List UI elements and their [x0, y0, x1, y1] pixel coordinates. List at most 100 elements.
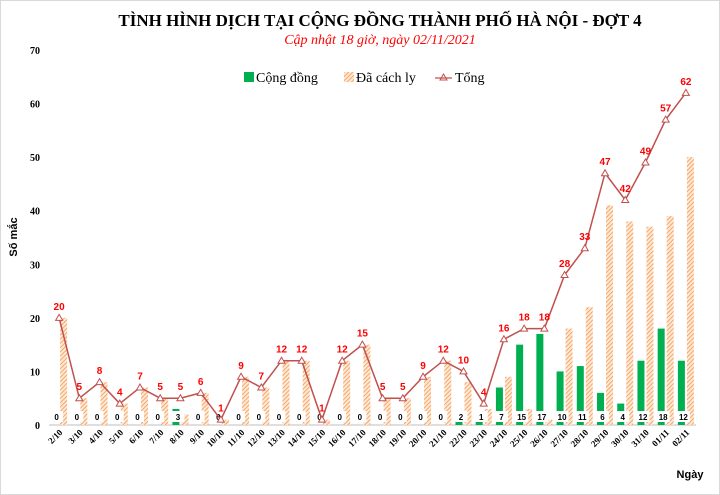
- x-tick-label: 25/10: [508, 427, 530, 449]
- bar-isolated: [424, 376, 432, 425]
- bar-community: [495, 387, 503, 425]
- community-data-label: 0: [257, 413, 262, 422]
- x-tick-label: 13/10: [265, 427, 287, 449]
- community-data-label: 0: [196, 413, 201, 422]
- total-data-label: 1: [218, 404, 224, 415]
- line-total: [58, 92, 687, 422]
- marker-total: [256, 383, 266, 391]
- marker-total: [398, 393, 408, 402]
- community-data-label: 0: [135, 413, 140, 422]
- community-label-bg: [575, 411, 589, 422]
- community-label-bg: [515, 411, 529, 422]
- y-tick-label: 30: [30, 260, 40, 271]
- community-data-label: 7: [499, 413, 504, 422]
- total-data-label: 20: [54, 302, 66, 313]
- community-label-bg: [333, 411, 347, 422]
- x-tick-label: 27/10: [548, 427, 570, 449]
- total-data-label: 1: [319, 404, 325, 415]
- bar-isolated: [484, 408, 492, 425]
- bar-isolated: [120, 403, 128, 425]
- x-tick-label: 15/10: [306, 427, 328, 449]
- total-data-label: 18: [519, 313, 531, 324]
- bar-isolated: [242, 376, 250, 425]
- y-tick-label: 50: [30, 153, 40, 164]
- y-tick-label: 20: [30, 314, 40, 325]
- bar-isolated: [686, 157, 694, 425]
- bar-isolated: [606, 205, 614, 425]
- community-label-bg: [151, 411, 165, 422]
- community-data-label: 15: [517, 413, 526, 422]
- bar-isolated: [545, 419, 553, 425]
- x-tick-label: 28/10: [569, 427, 591, 449]
- community-label-bg: [292, 411, 306, 422]
- total-data-label: 5: [380, 382, 386, 393]
- marker-total: [135, 383, 145, 391]
- x-tick-label: 23/10: [468, 427, 490, 449]
- bar-isolated: [525, 408, 533, 425]
- total-data-label: 6: [198, 377, 204, 388]
- bar-isolated: [140, 387, 148, 425]
- bar-isolated: [646, 226, 654, 425]
- total-data-label: 7: [259, 372, 265, 383]
- marker-total: [297, 356, 307, 364]
- x-tick-label: 5/10: [107, 427, 126, 446]
- marker-total: [580, 243, 590, 252]
- total-data-label: 12: [296, 345, 308, 356]
- y-tick-label: 60: [30, 100, 40, 111]
- community-label-bg: [555, 411, 569, 422]
- community-data-label: 0: [378, 413, 383, 422]
- bar-community: [536, 333, 544, 425]
- marker-total: [539, 324, 549, 332]
- x-tick-label: 7/10: [147, 427, 166, 446]
- bar-isolated: [626, 221, 634, 425]
- total-data-label: 12: [438, 345, 450, 356]
- community-label-bg: [171, 411, 185, 422]
- community-data-label: 0: [95, 413, 100, 422]
- x-tick-label: 01/11: [650, 427, 672, 449]
- bar-isolated: [383, 398, 391, 425]
- community-data-label: 12: [639, 413, 648, 422]
- y-tick-label: 0: [35, 421, 40, 432]
- marker-total: [74, 393, 84, 402]
- community-data-label: 0: [398, 413, 403, 422]
- community-data-label: 10: [558, 413, 567, 422]
- bar-isolated: [444, 360, 452, 425]
- x-tick-label: 14/10: [286, 427, 308, 449]
- legend: Cộng đồng Đã cách ly Tổng: [244, 71, 485, 86]
- x-tick-label: 31/10: [629, 427, 651, 449]
- x-tick-label: 26/10: [528, 427, 550, 449]
- community-data-label: 18: [659, 413, 668, 422]
- legend-label-total: Tổng: [455, 71, 485, 86]
- bar-isolated: [363, 344, 371, 425]
- community-label-bg: [596, 411, 610, 422]
- marker-total: [681, 88, 691, 96]
- bar-isolated: [464, 382, 472, 425]
- marker-total: [519, 324, 529, 332]
- community-label-bg: [232, 411, 246, 422]
- community-data-label: 0: [418, 413, 423, 422]
- bar-isolated: [80, 398, 88, 425]
- community-data-label: 0: [54, 413, 59, 422]
- x-tick-label: 3/10: [66, 427, 85, 446]
- chart-subtitle: Cập nhật 18 giờ, ngày 02/11/2021: [284, 33, 476, 48]
- marker-total: [236, 372, 246, 380]
- total-data-label: 12: [337, 345, 349, 356]
- bar-isolated: [161, 398, 169, 425]
- total-data-label: 4: [117, 388, 123, 399]
- x-tick-label: 4/10: [87, 427, 106, 446]
- community-label-bg: [70, 411, 84, 422]
- community-data-label: 2: [459, 413, 464, 422]
- bar-isolated: [262, 387, 270, 425]
- marker-total: [277, 356, 286, 364]
- community-label-bg: [393, 411, 407, 422]
- community-label-bg: [434, 411, 448, 422]
- community-label-bg: [676, 411, 690, 422]
- community-label-bg: [474, 411, 488, 422]
- community-label-bg: [616, 411, 630, 422]
- x-tick-label: 21/10: [427, 427, 449, 449]
- total-data-label: 5: [400, 382, 406, 393]
- x-tick-label: 02/11: [670, 427, 692, 449]
- total-data-label: 33: [579, 232, 591, 243]
- community-label-bg: [535, 411, 549, 422]
- marker-total: [115, 399, 125, 407]
